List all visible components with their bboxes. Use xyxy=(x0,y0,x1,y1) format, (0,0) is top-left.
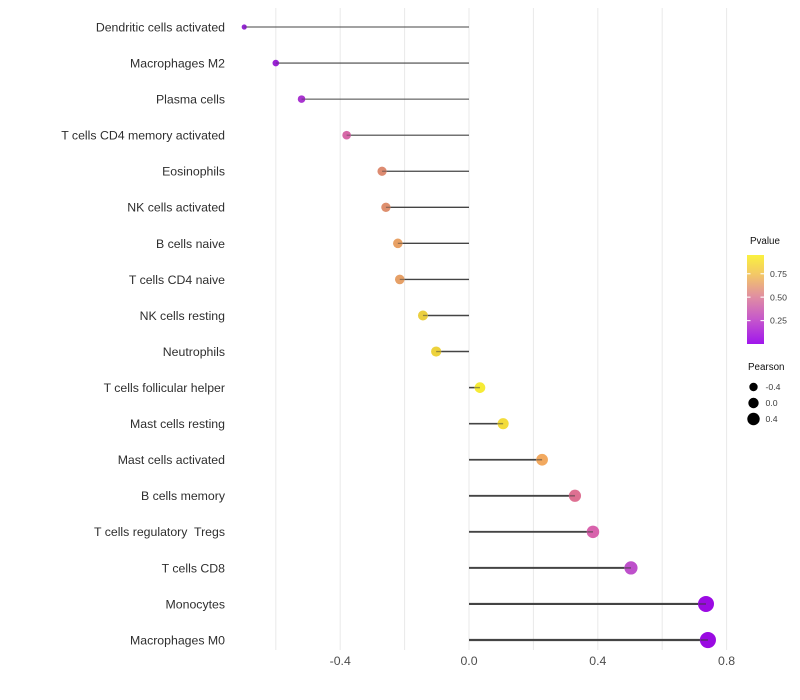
colorbar-tick-label: 0.25 xyxy=(770,316,787,326)
pearson-legend-dot xyxy=(748,397,759,409)
y-axis-label: Macrophages M0 xyxy=(130,633,225,647)
x-tick-label: 0.0 xyxy=(460,654,477,668)
dots-group xyxy=(241,24,716,649)
pvalue-legend: Pvalue 0.75 0.50 0.25 xyxy=(747,236,787,344)
pearson-legend-items: -0.4 0.0 0.4 xyxy=(747,382,781,426)
lollipop-dot xyxy=(624,561,638,575)
y-axis-label: Macrophages M2 xyxy=(130,56,225,70)
y-axis-label: Dendritic cells activated xyxy=(96,20,225,34)
pearson-legend-label: 0.0 xyxy=(766,398,778,408)
stem-overlay-group xyxy=(244,26,708,642)
lollipop-dot xyxy=(497,418,509,430)
pearson-legend-label: 0.4 xyxy=(766,414,778,424)
y-axis-label: T cells CD8 xyxy=(162,561,225,575)
colorbar-tick-label: 0.50 xyxy=(770,292,787,302)
y-axis-label: B cells memory xyxy=(141,489,226,503)
pvalue-legend-title: Pvalue xyxy=(750,236,781,247)
x-tick-label: 0.4 xyxy=(589,654,606,668)
pearson-legend: Pearson -0.4 0.0 0.4 xyxy=(747,362,785,426)
colorbar-tick-label: 0.75 xyxy=(770,269,787,279)
x-tick-label: -0.4 xyxy=(330,654,351,668)
y-axis-label: B cells naive xyxy=(156,237,225,251)
gridlines-group xyxy=(275,8,728,650)
y-axis-label: Mast cells activated xyxy=(118,453,225,467)
pearson-legend-title: Pearson xyxy=(748,362,785,373)
pearson-legend-dot xyxy=(749,382,758,392)
pearson-legend-label: -0.4 xyxy=(766,382,781,392)
x-axis-labels-group: -0.4 0.0 0.4 0.8 xyxy=(330,654,736,668)
y-axis-labels-group: Dendritic cells activated Macrophages M2 P… xyxy=(61,20,226,647)
y-axis-label: Plasma cells xyxy=(156,93,225,107)
pvalue-colorbar xyxy=(747,255,764,344)
y-axis-label: Monocytes xyxy=(166,597,225,611)
y-axis-label: Neutrophils xyxy=(163,345,225,359)
y-axis-label: Mast cells resting xyxy=(130,417,225,431)
y-axis-label: T cells CD4 naive xyxy=(129,273,225,287)
y-axis-label: NK cells activated xyxy=(127,201,225,215)
y-axis-label: NK cells resting xyxy=(140,309,226,323)
x-tick-label: 0.8 xyxy=(718,654,735,668)
stems-group xyxy=(244,26,708,642)
pvalue-colorbar-ticks: 0.75 0.50 0.25 xyxy=(747,269,787,326)
pearson-legend-dot xyxy=(747,412,760,426)
y-axis-label: Eosinophils xyxy=(162,165,225,179)
y-axis-label: T cells CD4 memory activated xyxy=(61,129,225,143)
lollipop-dot xyxy=(241,24,247,30)
y-axis-label: T cells regulatory Tregs xyxy=(94,525,225,539)
y-axis-label: T cells follicular helper xyxy=(104,381,225,395)
